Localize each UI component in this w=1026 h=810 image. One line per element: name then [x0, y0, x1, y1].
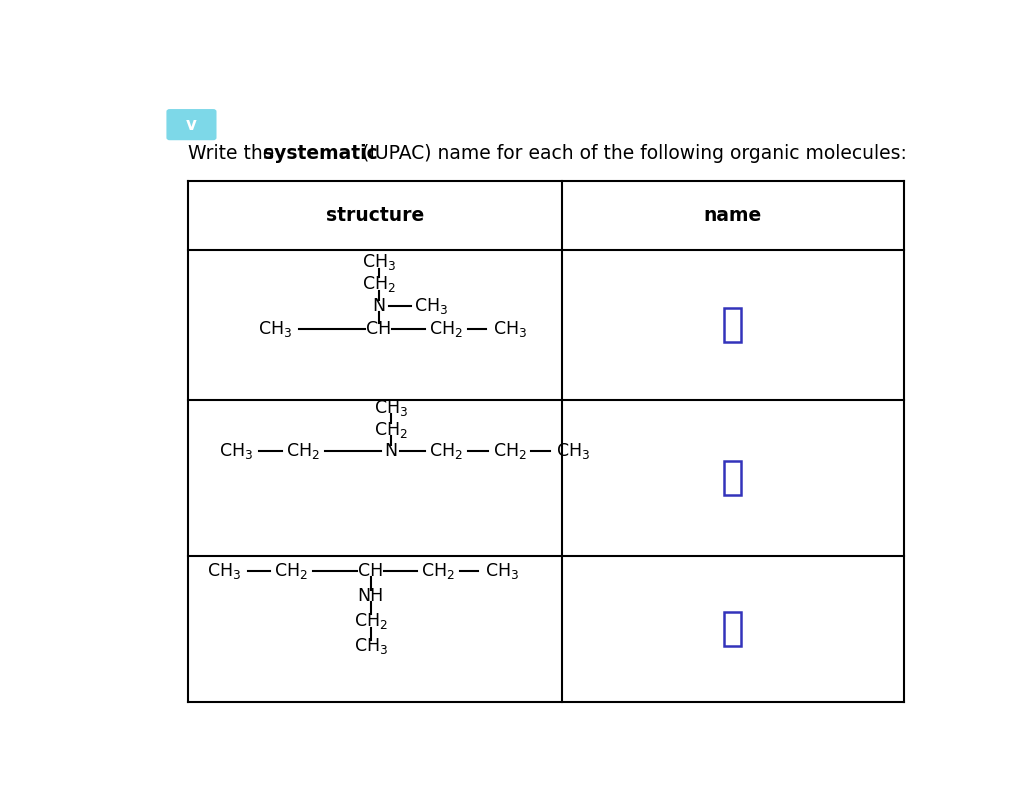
- Text: NH: NH: [358, 587, 384, 605]
- Text: CH$_3$: CH$_3$: [413, 296, 447, 316]
- Text: CH: CH: [358, 562, 384, 580]
- Text: CH$_3$: CH$_3$: [354, 636, 388, 656]
- Text: CH$_3$: CH$_3$: [259, 319, 292, 339]
- Text: CH$_3$: CH$_3$: [492, 319, 527, 339]
- Text: Write the: Write the: [188, 144, 280, 163]
- Text: CH$_2$: CH$_2$: [429, 319, 464, 339]
- Text: CH$_3$: CH$_3$: [219, 441, 252, 462]
- Text: name: name: [704, 207, 761, 225]
- Text: CH$_2$: CH$_2$: [354, 611, 388, 631]
- Text: (IUPAC) name for each of the following organic molecules:: (IUPAC) name for each of the following o…: [356, 144, 907, 163]
- Text: N: N: [384, 442, 397, 460]
- Text: v: v: [186, 116, 197, 134]
- Text: CH$_3$: CH$_3$: [373, 398, 407, 418]
- Text: CH$_2$: CH$_2$: [274, 561, 308, 582]
- FancyBboxPatch shape: [166, 109, 216, 140]
- Text: CH$_3$: CH$_3$: [556, 441, 591, 462]
- Text: CH$_3$: CH$_3$: [206, 561, 241, 582]
- Text: CH$_2$: CH$_2$: [362, 275, 396, 294]
- Text: systematic: systematic: [264, 144, 379, 163]
- Text: CH$_2$: CH$_2$: [373, 420, 407, 440]
- Text: structure: structure: [325, 207, 424, 225]
- Text: CH$_2$: CH$_2$: [492, 441, 527, 462]
- Text: CH: CH: [366, 320, 391, 339]
- Text: CH$_2$: CH$_2$: [422, 561, 456, 582]
- Text: CH$_2$: CH$_2$: [286, 441, 320, 462]
- Text: CH$_3$: CH$_3$: [485, 561, 519, 582]
- Text: CH$_2$: CH$_2$: [429, 441, 464, 462]
- Text: N: N: [372, 297, 386, 315]
- Text: CH$_3$: CH$_3$: [361, 253, 396, 272]
